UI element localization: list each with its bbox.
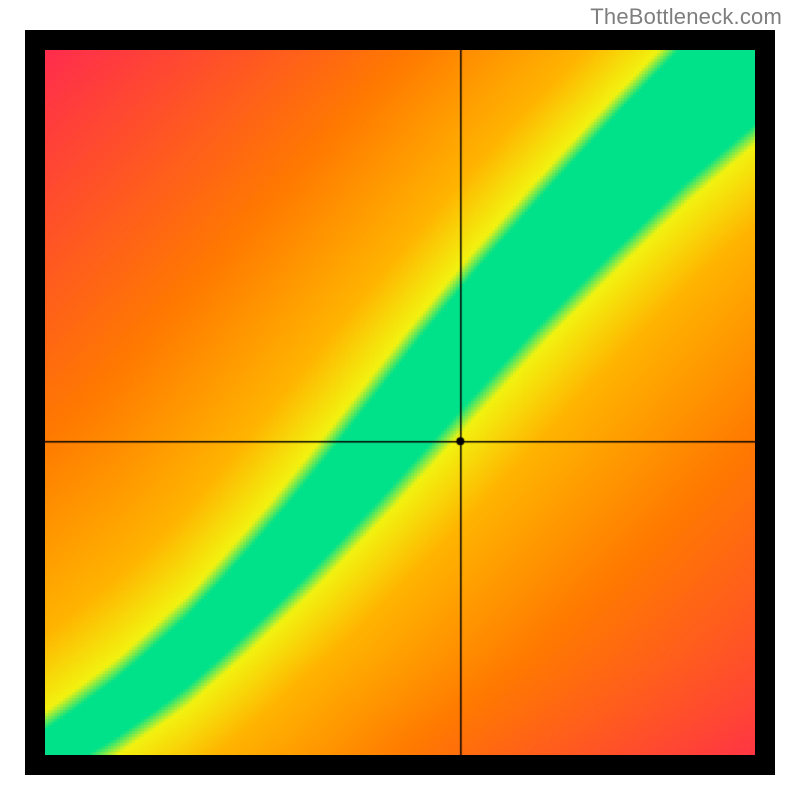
watermark-text: TheBottleneck.com <box>590 4 782 30</box>
bottleneck-heatmap <box>45 50 755 755</box>
chart-frame <box>25 30 775 775</box>
